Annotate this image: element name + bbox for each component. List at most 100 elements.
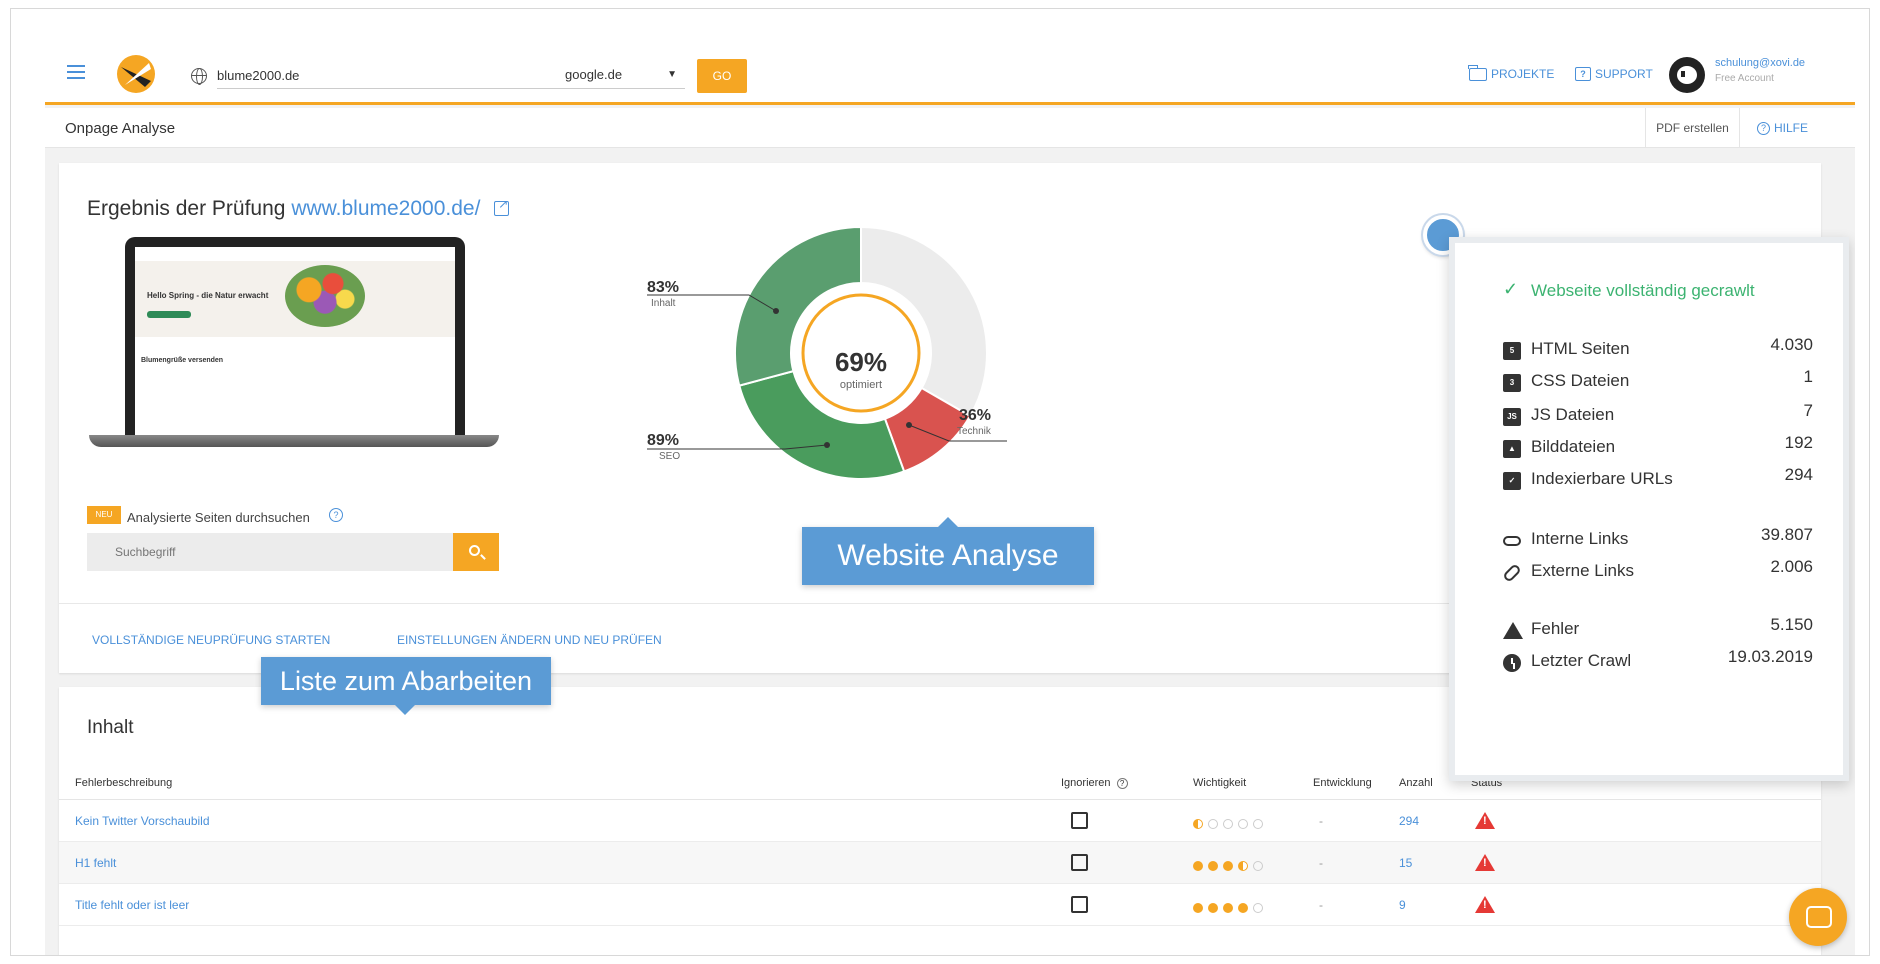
issue-description-link[interactable]: Kein Twitter Vorschaubild <box>75 814 210 828</box>
inhalt-label: Inhalt <box>651 298 676 309</box>
center-score-label: optimiert <box>839 379 883 391</box>
col-ignore-label: Ignorieren <box>1061 777 1111 789</box>
search-engine-value: google.de <box>565 67 623 82</box>
issue-count-link[interactable]: 15 <box>1399 856 1413 870</box>
top-bar: google.de ▼ GO PROJEKTE ? SUPPORT schulu… <box>45 45 1855 105</box>
stat-value: 294 <box>1784 465 1813 484</box>
change-settings-link[interactable]: EINSTELLUNGEN ÄNDERN UND NEU PRÜFEN <box>397 633 662 647</box>
ignore-checkbox[interactable] <box>1071 812 1088 829</box>
new-badge: NEU <box>87 506 121 524</box>
external-link-icon[interactable] <box>494 197 510 216</box>
menu-icon[interactable] <box>67 65 85 79</box>
col-development: Entwicklung <box>1313 777 1372 789</box>
xovi-logo[interactable] <box>115 53 157 95</box>
col-description: Fehlerbeschreibung <box>75 777 173 789</box>
importance-dot <box>1238 819 1248 829</box>
importance-dot <box>1208 903 1218 913</box>
stat-value: 192 <box>1784 433 1813 452</box>
importance-dot <box>1223 819 1233 829</box>
stat-label: Indexierbare URLs <box>1531 469 1673 488</box>
leader-seo-dot <box>824 442 830 448</box>
importance-rating <box>1193 858 1268 876</box>
center-score: 69% <box>834 347 888 377</box>
importance-dot <box>1253 861 1263 871</box>
stat-row: ✓ Indexierbare URLs 294 <box>1503 465 1813 493</box>
stat-row: 5 HTML Seiten 4.030 <box>1503 335 1813 363</box>
issue-description-link[interactable]: Title fehlt oder ist leer <box>75 898 190 912</box>
slice-seo <box>738 369 906 480</box>
domain-input[interactable] <box>217 63 567 89</box>
col-ignore: Ignorieren ? <box>1061 777 1128 789</box>
callout-tip <box>395 705 415 715</box>
user-email[interactable]: schulung@xovi.de <box>1715 57 1806 69</box>
list-callout-label: Liste zum Abarbeiten <box>279 666 533 696</box>
stat-row: ▲ Bilddateien 192 <box>1503 433 1813 461</box>
table-row: Title fehlt oder ist leer - 9 <box>59 884 1821 926</box>
donut-track <box>860 225 988 418</box>
card-divider <box>59 603 1821 604</box>
website-analyse-label: Website Analyse <box>837 539 1059 572</box>
clock-icon <box>1503 654 1521 672</box>
search-button[interactable] <box>453 533 499 571</box>
restart-check-link[interactable]: VOLLSTÄNDIGE NEUPRÜFUNG STARTEN <box>92 633 331 647</box>
technik-pct: 36% <box>959 407 992 424</box>
stat-value: 7 <box>1803 401 1813 420</box>
issue-count-link[interactable]: 9 <box>1399 898 1406 912</box>
help-icon[interactable]: ? <box>1116 778 1128 789</box>
table-row: Kein Twitter Vorschaubild - 294 <box>59 800 1821 842</box>
stat-value: 1 <box>1803 367 1813 386</box>
image-icon: ▲ <box>1503 440 1521 458</box>
warning-icon <box>1503 622 1523 639</box>
header-divider <box>59 799 1821 800</box>
check-icon: ✓ <box>1503 279 1519 299</box>
seo-pct: 89% <box>647 432 680 449</box>
leader-technik <box>908 424 1007 442</box>
search-input[interactable] <box>87 533 453 571</box>
stat-row: Fehler 5.150 <box>1503 615 1813 643</box>
issue-description-link[interactable]: H1 fehlt <box>75 856 117 870</box>
leader-inhalt-dot <box>773 308 779 314</box>
crawl-stats-popup: ✓ Webseite vollständig gecrawlt 5 HTML Se… <box>1449 237 1849 781</box>
avatar[interactable] <box>1669 57 1705 93</box>
link-icon <box>1503 536 1521 546</box>
development-value: - <box>1319 898 1323 912</box>
stat-label: Externe Links <box>1531 561 1634 580</box>
ignore-checkbox[interactable] <box>1071 896 1088 913</box>
stat-row: Externe Links 2.006 <box>1502 557 1813 585</box>
search-icon <box>469 545 480 556</box>
stat-label: Letzter Crawl <box>1531 651 1632 670</box>
result-url-link[interactable]: www.blume2000.de/ <box>291 197 481 220</box>
help-button[interactable]: ? HILFE <box>1757 121 1808 135</box>
stat-value: 2.006 <box>1770 557 1813 576</box>
importance-dot <box>1208 819 1218 829</box>
table-row: H1 fehlt - 15 <box>59 842 1821 884</box>
stat-value: 5.150 <box>1770 615 1813 634</box>
go-button[interactable]: GO <box>697 59 747 93</box>
stat-label: JS Dateien <box>1531 405 1615 424</box>
search-label: Analysierte Seiten durchsuchen <box>127 510 310 525</box>
technik-label: Technik <box>957 426 991 437</box>
chat-icon[interactable] <box>1789 888 1847 946</box>
importance-rating <box>1193 900 1268 918</box>
score-donut-chart: 69% optimiert 83% Inhalt 89% SEO 36% Tec… <box>647 203 1007 503</box>
importance-dot <box>1193 861 1203 871</box>
pdf-button[interactable]: PDF erstellen <box>1645 108 1740 148</box>
projects-link[interactable]: PROJEKTE <box>1468 64 1554 81</box>
preview-headline: Hello Spring - die Natur erwacht <box>147 291 269 300</box>
importance-rating <box>1193 816 1268 834</box>
issue-count-link[interactable]: 294 <box>1399 814 1420 828</box>
importance-dot <box>1193 819 1203 829</box>
list-callout: Liste zum Abarbeiten <box>261 657 551 715</box>
stat-label: Bilddateien <box>1531 437 1616 456</box>
css3-icon: 3 <box>1503 374 1521 392</box>
importance-dot <box>1193 903 1203 913</box>
user-plan: Free Account <box>1715 73 1774 84</box>
development-value: - <box>1319 856 1323 870</box>
support-link[interactable]: ? SUPPORT <box>1575 67 1653 81</box>
preview-section-title: Blumengrüße versenden <box>141 357 224 364</box>
help-icon[interactable]: ? <box>329 508 343 522</box>
caret-down-icon: ▼ <box>667 69 677 80</box>
search-engine-select[interactable]: google.de ▼ <box>565 63 685 89</box>
website-preview-image: Hello Spring - die Natur erwacht Blumeng… <box>89 237 499 467</box>
ignore-checkbox[interactable] <box>1071 854 1088 871</box>
